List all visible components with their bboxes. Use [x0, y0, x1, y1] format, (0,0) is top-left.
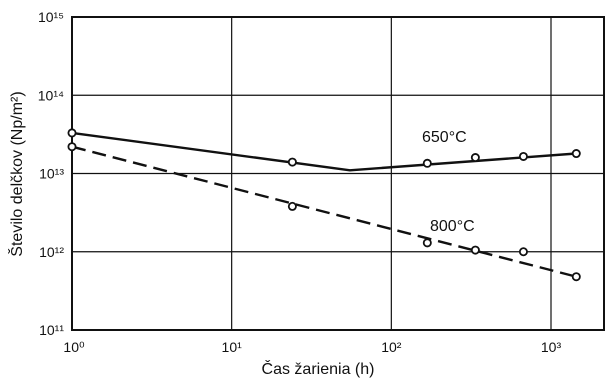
data-point	[422, 158, 432, 168]
series-labels: 650°C 800°C	[422, 129, 475, 235]
x-tick-labels: 10⁰ 10¹ 10² 10³	[63, 339, 561, 355]
x-tick-label: 10¹	[222, 339, 243, 355]
data-point	[287, 157, 297, 167]
series-points	[67, 128, 581, 282]
y-tick-label: 10¹⁴	[38, 87, 64, 103]
y-tick-label: 10¹¹	[39, 322, 64, 338]
data-point	[571, 272, 581, 282]
plot-frame	[71, 16, 605, 331]
series-line-1	[71, 145, 577, 278]
data-point	[571, 149, 581, 159]
series-label-0: 650°C	[422, 129, 467, 146]
data-point	[287, 201, 297, 211]
data-point	[518, 151, 528, 161]
y-tick-label: 10¹⁵	[38, 9, 64, 25]
x-tick-label: 10³	[541, 339, 562, 355]
data-point	[470, 245, 480, 255]
data-point	[518, 247, 528, 257]
series-lines	[71, 131, 577, 278]
series-line-0	[71, 131, 577, 172]
grid-lines	[72, 17, 604, 330]
data-point	[67, 128, 77, 138]
series-label-1: 800°C	[430, 218, 475, 235]
data-point	[67, 142, 77, 152]
x-tick-label: 10⁰	[63, 339, 85, 355]
x-axis-title: Čas žarienia (h)	[262, 359, 375, 378]
data-point	[422, 238, 432, 248]
y-axis-title: Število delčkov (Np/m²)	[7, 91, 26, 256]
x-tick-label: 10²	[381, 339, 402, 355]
y-tick-label: 10¹³	[39, 166, 64, 182]
data-point	[470, 153, 480, 163]
y-tick-label: 10¹²	[39, 244, 64, 260]
y-tick-labels: 10¹¹ 10¹² 10¹³ 10¹⁴ 10¹⁵	[38, 9, 65, 338]
